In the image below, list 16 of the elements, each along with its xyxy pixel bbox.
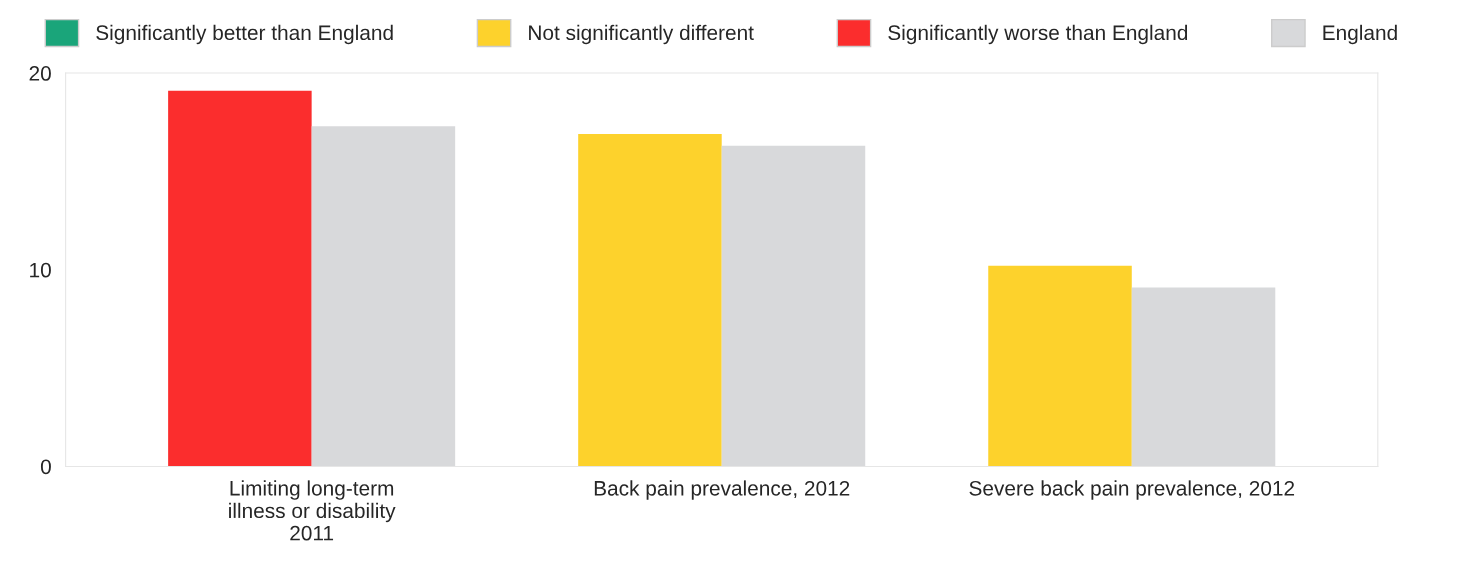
bar [311, 126, 456, 467]
legend-label: Significantly better than England [96, 24, 393, 45]
x-tick-label: Back pain prevalence, 2012 [594, 480, 850, 500]
bar [721, 145, 866, 467]
bar [1131, 287, 1276, 467]
legend-label: England [1323, 24, 1397, 45]
legend-label: Not significantly different [529, 24, 754, 45]
y-tick-label: 0 [40, 459, 51, 475]
bar [168, 90, 312, 467]
x-tick-label: Severe back pain prevalence, 2012 [969, 480, 1295, 500]
y-tick-label: 10 [30, 262, 51, 278]
legend-label: Significantly worse than England [888, 24, 1188, 45]
bar [988, 265, 1132, 467]
y-tick-label: 20 [29, 66, 51, 81]
bar [578, 134, 722, 467]
x-tick-label: Limiting long-term illness or disability 2011 [229, 480, 396, 541]
